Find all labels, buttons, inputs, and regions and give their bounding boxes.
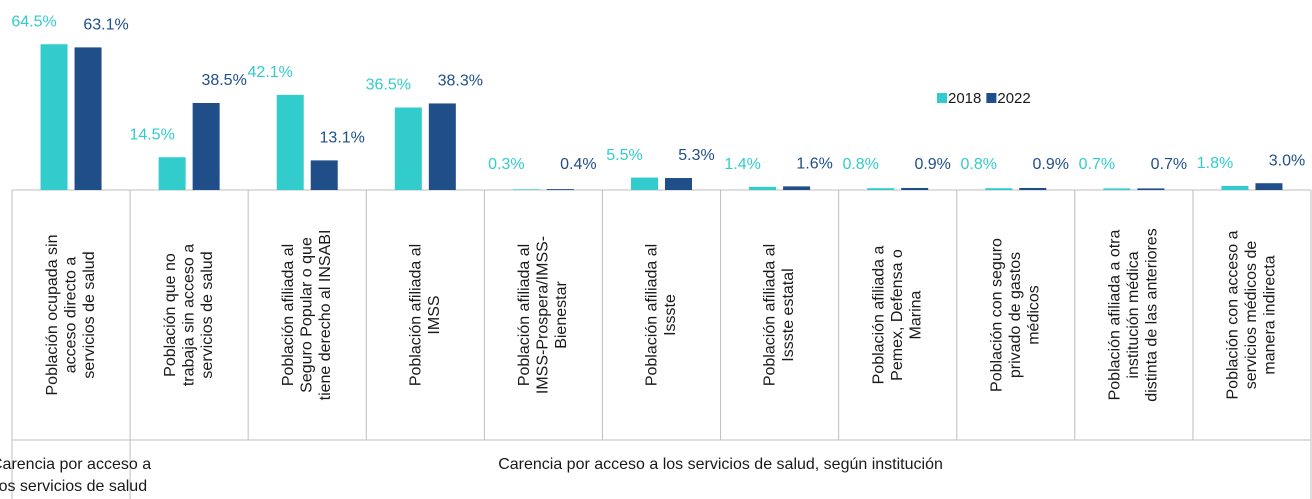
bar [276, 94, 304, 190]
bar [1137, 188, 1165, 190]
bar [310, 160, 338, 190]
x-tick-label: trabaja sin acceso a [180, 244, 197, 386]
data-label: 3.0% [1269, 152, 1305, 169]
data-label: 36.5% [366, 77, 411, 94]
x-tick-label: Población afiliada al [643, 244, 660, 386]
x-tick-label: institución médica [1125, 251, 1142, 378]
bar [1103, 188, 1131, 190]
bar [631, 177, 658, 190]
group-label: Carencia por acceso a los servicios de s… [498, 456, 943, 473]
bar [665, 178, 692, 190]
x-tick-label: tiene derecho al INSABI [317, 230, 334, 401]
data-label: 0.3% [488, 156, 524, 173]
category-label: Población con seguro privado de gastos méd… [988, 238, 1042, 392]
bar [783, 186, 811, 190]
x-tick-label: IMSS [426, 295, 443, 334]
x-tick-label: distinta de las anteriores [1144, 228, 1161, 401]
x-tick-label: Pemex, Defensa o [889, 249, 906, 381]
x-tick-label: servicios de salud [199, 251, 216, 378]
x-tick-label: Población afiliada al [762, 244, 779, 386]
category-label: Población afiliada a Pemex, Defensa o Mari… [870, 246, 924, 385]
data-label: 1.4% [724, 156, 760, 173]
data-label: 1.8% [1197, 155, 1233, 172]
category-label: Población afiliada al Seguro Popular o qu… [280, 230, 334, 401]
data-label: 13.1% [320, 130, 365, 147]
category-label: Población afiliada a otra institución méd… [1107, 228, 1161, 401]
bar [40, 44, 68, 191]
bar [1221, 185, 1249, 190]
bar [394, 107, 422, 190]
bar [749, 186, 777, 190]
category-label: Población afiliada al Issste estatal [762, 244, 798, 386]
x-tick-label: Población ocupada sin [44, 234, 61, 395]
category-label: Población afiliada al IMSS-Prospera/IMSS-… [516, 236, 570, 394]
legend-swatch [937, 93, 947, 103]
data-label: 42.1% [248, 64, 293, 81]
data-label: 5.5% [606, 147, 642, 164]
bar [546, 189, 574, 190]
category-label: Población afiliada al Issste [643, 244, 679, 386]
x-tick-label: Población afiliada al [407, 244, 424, 386]
data-label: 64.5% [11, 13, 56, 30]
x-tick-label: Población afiliada a [870, 246, 887, 385]
data-label: 0.9% [1033, 156, 1069, 173]
x-tick-label: acceso directo a [62, 257, 79, 374]
data-label: 0.4% [560, 156, 596, 173]
x-tick-label: Seguro Popular o que [298, 237, 315, 393]
data-label: 63.1% [83, 17, 128, 34]
data-label: 0.7% [1151, 156, 1187, 173]
x-tick-label: Población con seguro [988, 238, 1005, 392]
data-label: 0.7% [1079, 156, 1115, 173]
data-label: 0.8% [842, 156, 878, 173]
x-tick-label: Población que no [162, 253, 179, 377]
x-tick-label: Bienestar [553, 281, 570, 349]
bar [158, 157, 186, 190]
bar [192, 102, 220, 190]
data-label: 5.3% [678, 147, 714, 164]
bar [1255, 183, 1283, 190]
x-tick-label: Población afiliada al [280, 244, 297, 386]
data-label: 0.8% [961, 156, 997, 173]
x-tick-label: Issste estatal [780, 268, 797, 361]
x-tick-label: Población afiliada a otra [1107, 230, 1124, 401]
group-label: Carencia por acceso a [0, 456, 151, 473]
category-label: Población con acceso a servicios médicos … [1225, 230, 1279, 399]
x-tick-label: Población con acceso a [1225, 230, 1242, 399]
data-label: 38.5% [201, 72, 246, 89]
bar [512, 189, 540, 190]
x-tick-label: servicios de salud [81, 251, 98, 378]
data-label: 0.9% [914, 156, 950, 173]
category-label: Población ocupada sin acceso directo a ser… [44, 234, 98, 395]
legend-label: 2022 [997, 90, 1030, 107]
x-tick-label: Población afiliada al [516, 244, 533, 386]
data-label: 1.6% [796, 156, 832, 173]
x-tick-label: Issste [662, 294, 679, 336]
x-tick-label: Marina [907, 290, 924, 339]
legend-label: 2018 [948, 90, 981, 107]
x-tick-label: servicios médicos de [1243, 241, 1260, 390]
bar [901, 187, 929, 190]
data-label: 38.3% [438, 73, 483, 90]
bar [74, 47, 102, 191]
legend-swatch [986, 93, 997, 103]
x-tick-label: manera indirecta [1262, 255, 1279, 374]
bar [867, 188, 895, 190]
category-label: Población que no trabaja sin acceso a serv… [162, 244, 216, 386]
data-label: 14.5% [129, 126, 174, 143]
bar [428, 103, 456, 190]
x-tick-label: privado de gastos [1007, 252, 1024, 378]
bar [985, 188, 1013, 190]
x-tick-label: médicos [1025, 285, 1042, 345]
bar [1019, 187, 1047, 190]
category-label: Población afiliada al IMSS [407, 244, 443, 386]
x-tick-label: IMSS-Prospera/IMSS- [535, 236, 552, 394]
group-label: los servicios de salud [0, 478, 147, 495]
